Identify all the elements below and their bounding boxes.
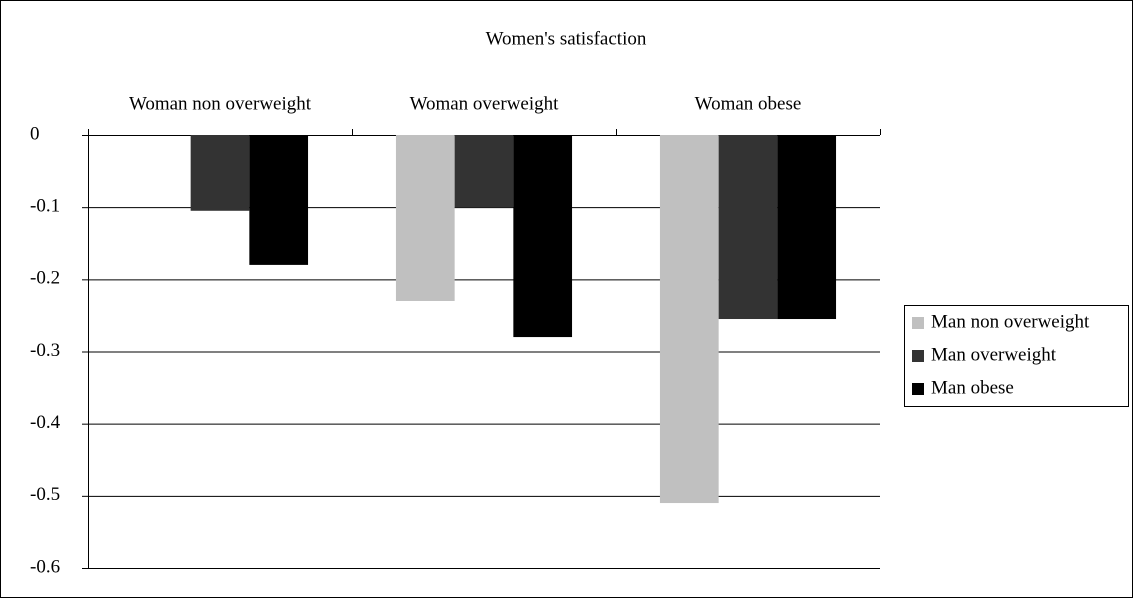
bar [395,135,455,301]
category-label: Woman non overweight [129,93,312,114]
bar [190,135,250,211]
y-tick-label: 0 [30,123,40,144]
legend-label: Man overweight [931,344,1057,365]
bar [454,135,514,208]
legend-box [904,305,1129,407]
category-label: Woman overweight [410,93,560,114]
bar [718,135,778,320]
bar [513,135,573,338]
bar [777,135,837,320]
legend-label: Man non overweight [931,311,1090,332]
category-label: Woman obese [695,93,802,114]
legend-label: Man obese [931,377,1014,398]
y-tick-label: -0.3 [30,340,60,361]
bar [249,135,309,265]
chart-title: Women's satisfaction [486,28,647,49]
bar [659,135,719,504]
legend-swatch [912,350,924,362]
legend-swatch [912,317,924,329]
legend-swatch [912,383,924,395]
y-tick-label: -0.1 [30,196,60,217]
y-tick-label: -0.4 [30,412,61,433]
y-tick-label: -0.2 [30,268,60,289]
y-tick-label: -0.6 [30,556,60,577]
y-tick-label: -0.5 [30,484,60,505]
